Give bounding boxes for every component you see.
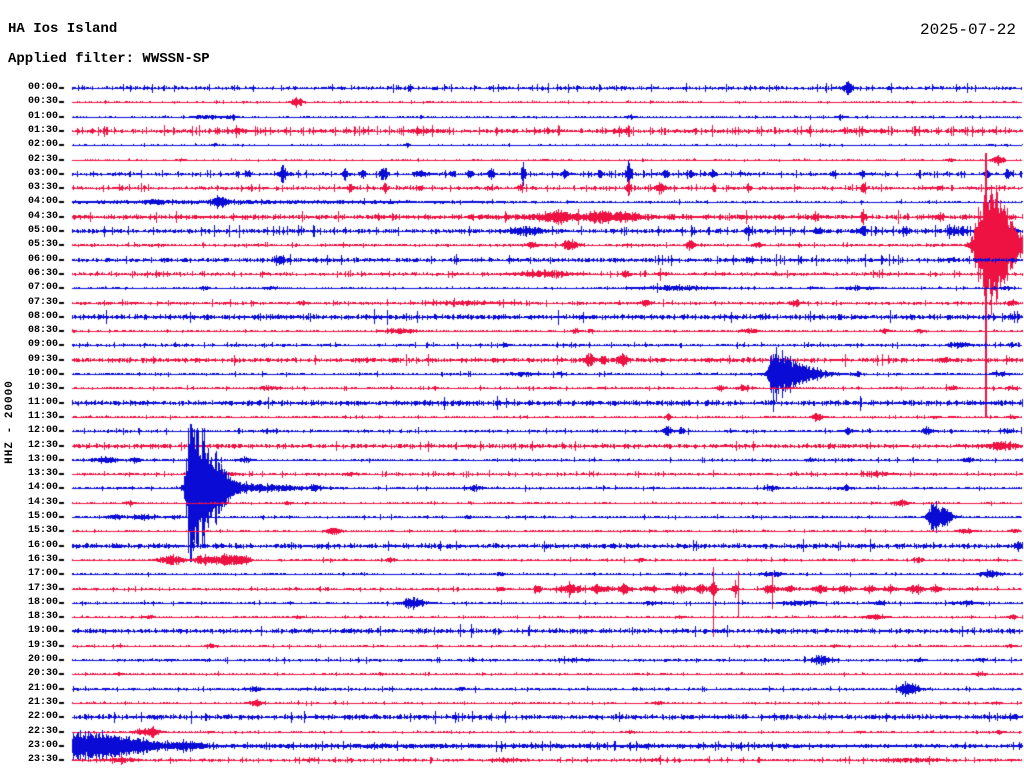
- trace-time-label: 03:30: [27, 182, 58, 194]
- trace-time-label: 02:30: [27, 153, 58, 165]
- record-date: 2025-07-22: [919, 21, 1016, 39]
- trace-time-label: 18:30: [27, 611, 58, 623]
- trace-time-label: 07:30: [27, 296, 58, 308]
- trace-time-label: 15:30: [27, 525, 58, 537]
- trace-time-label: 13:00: [27, 453, 58, 465]
- trace-time-label: 06:30: [27, 267, 58, 279]
- trace-time-label: 04:30: [27, 210, 58, 222]
- trace-time-label: 01:30: [27, 124, 58, 136]
- trace-time-label: 23:30: [27, 754, 58, 766]
- trace-time-label: 09:00: [27, 339, 58, 351]
- trace-time-label: 08:00: [27, 310, 58, 322]
- trace-time-label: 13:30: [27, 468, 58, 480]
- trace-time-label: 14:30: [27, 496, 58, 508]
- trace-time-label: 15:00: [27, 511, 58, 522]
- trace-time-label: 10:00: [27, 368, 58, 379]
- trace-time-label: 00:30: [27, 96, 58, 108]
- trace-time-label: 23:00: [27, 739, 58, 751]
- trace-time-label: 02:00: [27, 139, 58, 151]
- trace-time-label: 00:00: [27, 82, 58, 93]
- trace-time-label: 22:00: [27, 711, 58, 723]
- trace-time-label: 16:00: [27, 539, 58, 551]
- trace-time-label: 09:30: [27, 353, 58, 365]
- station-title: HA Ios Island: [8, 21, 118, 37]
- applied-filter-label: Applied filter: WWSSN-SP: [8, 51, 210, 67]
- trace-time-label: 16:30: [27, 553, 58, 565]
- trace-time-label: 12:30: [27, 439, 58, 451]
- trace-time-label: 20:00: [27, 654, 58, 665]
- trace-time-label: 14:00: [27, 482, 58, 494]
- trace-time-label: 10:30: [27, 382, 58, 394]
- trace-time-label: 22:30: [27, 725, 58, 737]
- trace-time-label: 08:30: [27, 325, 58, 337]
- trace-time-label: 20:30: [27, 668, 58, 680]
- trace-time-label: 19:00: [27, 625, 58, 637]
- trace-time-label: 21:30: [27, 696, 58, 708]
- trace-time-label: 03:00: [27, 167, 58, 179]
- trace-time-label: 11:30: [27, 410, 58, 422]
- trace-time-label: 19:30: [27, 639, 58, 651]
- trace-time-label: 21:00: [27, 682, 58, 694]
- trace-time-label: 11:00: [27, 396, 58, 408]
- trace-time-label: 12:00: [27, 425, 58, 437]
- trace-time-label: 07:00: [27, 282, 58, 294]
- trace-time-label: 01:00: [27, 110, 58, 122]
- trace-time-label: 18:00: [27, 596, 58, 608]
- trace-time-label: 05:30: [27, 239, 58, 251]
- trace-time-label: 06:00: [27, 253, 58, 265]
- trace-time-label: 17:30: [27, 582, 58, 594]
- trace-time-label: 17:00: [27, 568, 58, 580]
- trace-time-label: 05:00: [27, 225, 58, 236]
- trace-time-label: 04:00: [27, 196, 58, 208]
